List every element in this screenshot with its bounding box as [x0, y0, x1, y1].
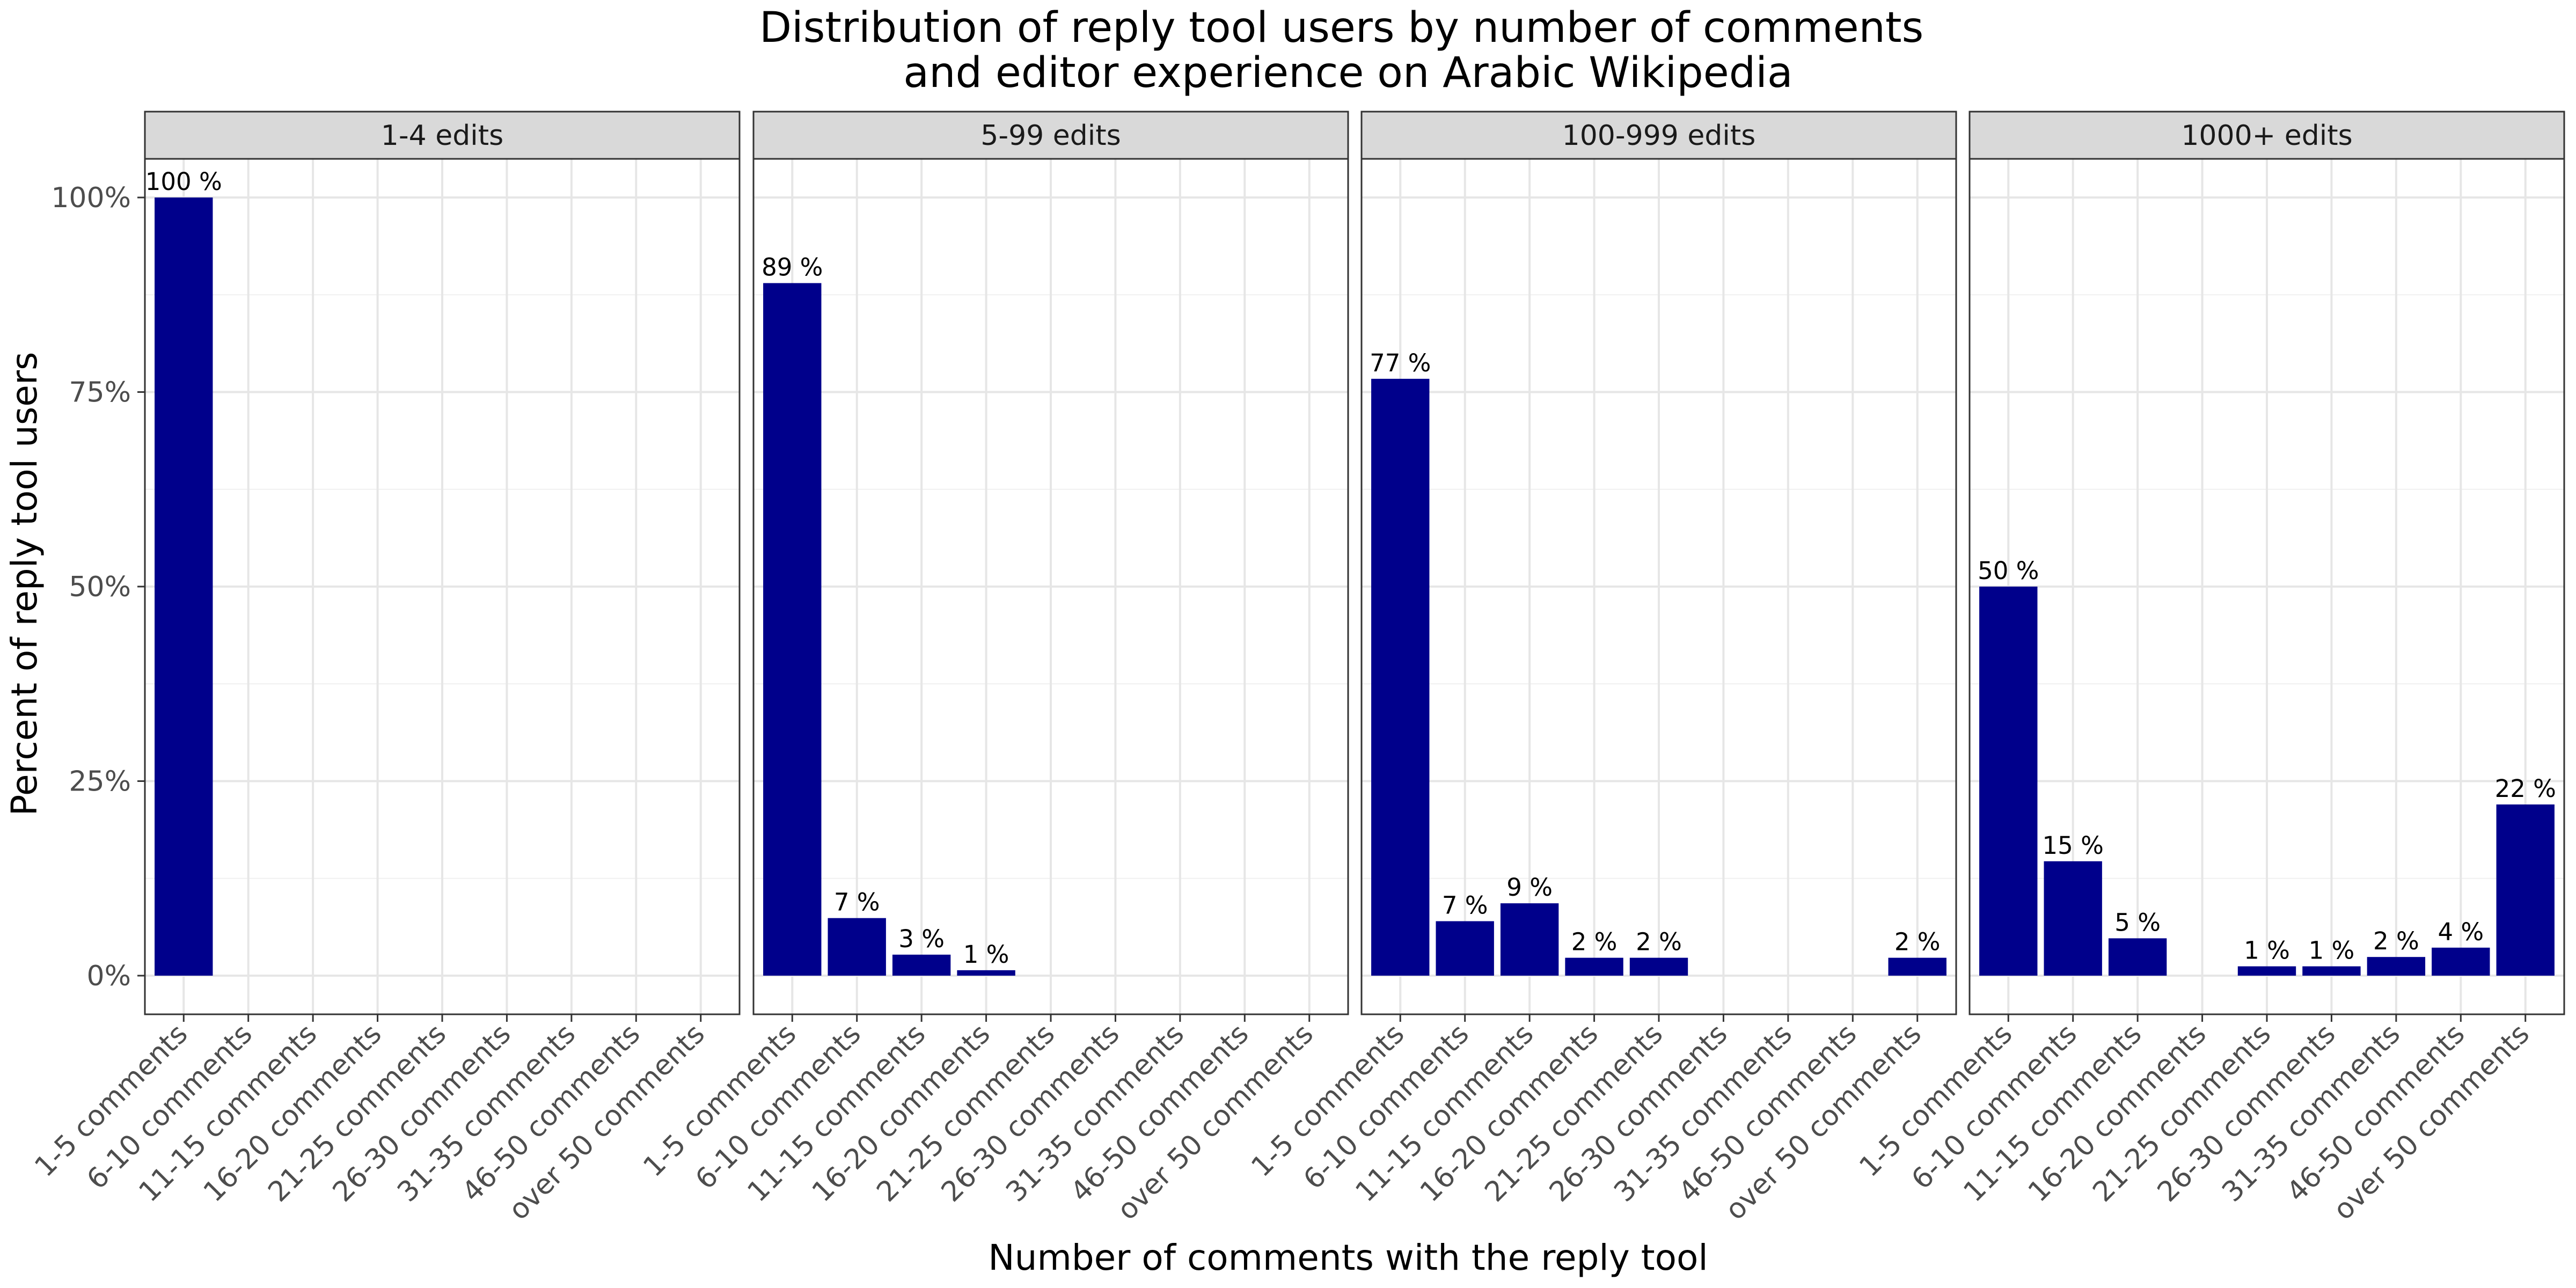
bar	[892, 954, 951, 976]
bar-value-label: 2 %	[1636, 928, 1682, 956]
bar-value-label: 2 %	[1571, 928, 1618, 956]
bar-value-label: 1 %	[2309, 936, 2355, 965]
bar	[2302, 966, 2361, 976]
bar	[1565, 957, 1623, 976]
y-tick-label: 50%	[69, 571, 131, 603]
bar	[1629, 957, 1688, 976]
y-axis: 0% 25% 50% 75% 100%	[51, 182, 145, 992]
bar	[763, 283, 822, 976]
facet-strip-label: 1000+ edits	[2181, 120, 2352, 152]
bar	[2496, 804, 2555, 976]
bar	[1371, 378, 1430, 976]
chart-title-line-1: Distribution of reply tool users by numb…	[759, 4, 1923, 52]
bar	[1888, 957, 1946, 976]
bar	[155, 197, 213, 976]
bar	[1436, 921, 1494, 976]
y-tick-label: 25%	[69, 766, 131, 798]
bar	[1979, 587, 2038, 976]
facet-strip	[752, 111, 1349, 160]
bar-value-label: 2 %	[1894, 928, 1941, 956]
facet-strip	[144, 111, 741, 160]
bar-value-label: 100 %	[145, 167, 222, 196]
bar	[1500, 903, 1559, 976]
bar-value-label: 22 %	[2495, 774, 2556, 803]
x-axis-title: Number of comments with the reply tool	[988, 1237, 1708, 1278]
facet-strip-label: 1-4 edits	[381, 120, 503, 152]
bar	[2108, 938, 2167, 976]
chart-title: Distribution of reply tool users by numb…	[759, 4, 1937, 97]
facet-strip-label: 5-99 edits	[980, 120, 1121, 152]
facet-strip-label: 100-999 edits	[1562, 120, 1756, 152]
facet-strip	[1360, 111, 1957, 160]
bar-value-label: 5 %	[2114, 908, 2161, 936]
bar	[2237, 966, 2296, 976]
bar-value-label: 1 %	[2244, 936, 2290, 965]
bar	[957, 970, 1015, 976]
bar-value-label: 9 %	[1506, 873, 1553, 902]
bar-value-label: 50 %	[1978, 557, 2039, 585]
y-tick-label: 75%	[69, 377, 131, 409]
y-tick-label: 0%	[87, 960, 131, 992]
bar	[2367, 957, 2426, 976]
chart-title-line-2: and editor experience on Arabic Wikipedi…	[903, 49, 1792, 97]
bar-value-label: 4 %	[2438, 918, 2484, 946]
bar-value-label: 7 %	[1442, 891, 1488, 920]
bar	[2044, 861, 2102, 976]
y-tick-label: 100%	[51, 182, 131, 214]
bar-value-label: 3 %	[898, 925, 945, 953]
bar	[828, 918, 886, 976]
bar-value-label: 15 %	[2043, 831, 2104, 860]
bar-value-label: 1 %	[963, 940, 1009, 969]
bar-value-label: 89 %	[762, 253, 823, 282]
bar-value-label: 77 %	[1370, 349, 1431, 377]
y-axis-title: Percent of reply tool users	[4, 352, 45, 816]
bar-value-label: 7 %	[834, 888, 880, 917]
bar-value-label: 2 %	[2373, 927, 2419, 955]
facet-strip	[1968, 111, 2565, 160]
bar	[2432, 947, 2490, 976]
